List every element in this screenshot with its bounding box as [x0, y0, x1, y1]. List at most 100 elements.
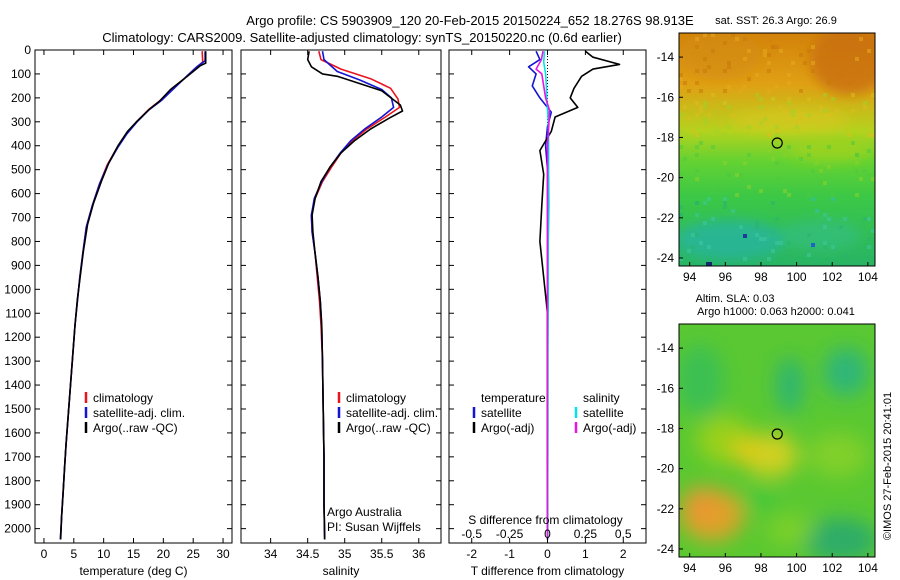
- y-tick-label: 1100: [5, 306, 31, 320]
- y-tick-label: 300: [11, 115, 31, 129]
- sst-pixel: [767, 133, 771, 137]
- sst-pixel: [679, 77, 683, 81]
- sst-pixel: [863, 169, 867, 173]
- x-tick-label-top: -0.25: [496, 527, 524, 541]
- sst-pixel: [723, 201, 727, 205]
- sst-pixel: [767, 257, 771, 261]
- sst-pixel: [823, 213, 827, 217]
- sst-pixel: [855, 153, 859, 157]
- sst-pixel: [771, 97, 775, 101]
- plot-frame: [240, 49, 442, 544]
- sst-pixel: [827, 53, 831, 57]
- sst-pixel: [747, 77, 751, 81]
- sst-pixel: [799, 117, 803, 121]
- sst-pixel: [867, 245, 871, 249]
- sst-pixel: [711, 189, 715, 193]
- sst-pixel: [755, 221, 759, 225]
- sst-pixel: [867, 49, 871, 53]
- series-line-2: [59, 51, 206, 540]
- sst-pixel: [779, 49, 783, 53]
- sst-pixel: [851, 249, 855, 253]
- sst-pixel: [759, 121, 763, 125]
- sst-pixel: [723, 197, 727, 201]
- series-line-4: [535, 51, 551, 540]
- legend-label: Argo(-adj): [583, 421, 636, 435]
- sst-pixel: [863, 101, 867, 105]
- sst-pixel: [691, 245, 695, 249]
- sst-pixel: [699, 133, 703, 137]
- sst-pixel: [851, 141, 855, 145]
- sst-pixel: [711, 93, 715, 97]
- sst-pixel: [855, 161, 859, 165]
- sst-pixel: [687, 249, 691, 253]
- sst-pixel: [755, 73, 759, 77]
- y-tick-label: 1200: [4, 330, 31, 344]
- legend-label: Argo(..raw -QC): [346, 421, 431, 435]
- sst-pixel: [867, 73, 871, 77]
- sst-pixel: [679, 85, 683, 89]
- sst-pixel: [695, 113, 699, 117]
- sst-pixel: [823, 225, 827, 229]
- sst-pixel: [815, 161, 819, 165]
- map-y-tick-label: -22: [657, 502, 675, 516]
- sst-pixel: [867, 217, 871, 221]
- sst-pixel: [871, 93, 875, 97]
- sst-pixel: [723, 161, 727, 165]
- x-tick-label: 34.5: [296, 547, 320, 561]
- sst-pixel: [699, 141, 703, 145]
- legend-label: Argo(-adj): [481, 421, 534, 435]
- sst-pixel: [743, 57, 747, 61]
- sst-pixel: [743, 37, 747, 41]
- sst-pixel: [727, 105, 731, 109]
- sla-map-image: [679, 324, 875, 557]
- sst-pixel: [839, 69, 843, 73]
- sst-pixel: [695, 169, 699, 173]
- header-title-line2: Climatology: CARS2009. Satellite-adjuste…: [102, 30, 622, 45]
- sst-pixel: [827, 165, 831, 169]
- sst-pixel: [763, 237, 767, 241]
- sst-pixel: [855, 169, 859, 173]
- map-x-tick-label: 98: [754, 270, 768, 284]
- y-tick-label: 200: [11, 91, 31, 105]
- sst-pixel: [743, 257, 747, 261]
- sst-pixel: [735, 173, 739, 177]
- sst-pixel: [867, 237, 871, 241]
- sst-pixel: [703, 221, 707, 225]
- map-y-tick-label: -18: [657, 130, 675, 144]
- sst-pixel: [707, 245, 711, 249]
- sst-pixel: [699, 241, 703, 245]
- map-y-tick-label: -16: [657, 90, 675, 104]
- sst-pixel: [731, 209, 735, 213]
- x-tick-label: 30: [216, 547, 230, 561]
- imos-credit: ©IMOS 27-Feb-2015 20:41:01: [882, 392, 894, 540]
- sst-pixel: [783, 189, 787, 193]
- sst-pixel: [703, 117, 707, 121]
- sst-pixel: [819, 105, 823, 109]
- sst-pixel: [839, 73, 843, 77]
- sst-pixel: [695, 177, 699, 181]
- sst-pixel: [767, 61, 771, 65]
- map-y-tick-label: -22: [657, 211, 675, 225]
- map-y-tick-label: -24: [657, 251, 675, 265]
- sst-pixel: [695, 101, 699, 105]
- sst-pixel: [759, 105, 763, 109]
- sst-pixel: [811, 197, 815, 201]
- sst-pixel: [747, 49, 751, 53]
- sst-pixel: [755, 233, 759, 237]
- sst-pixel: [763, 49, 767, 53]
- sst-pixel: [815, 257, 819, 261]
- sst-pixel: [767, 149, 771, 153]
- map-x-tick-label: 100: [787, 561, 807, 575]
- sst-pixel: [851, 93, 855, 97]
- sst-pixel: [711, 49, 715, 53]
- legend-label: satellite: [583, 406, 624, 420]
- sst-pixel: [703, 57, 707, 61]
- sst-pixel: [679, 113, 683, 117]
- sst-pixel: [775, 133, 779, 137]
- sst-pixel: [823, 241, 827, 245]
- y-tick-label: 1300: [4, 354, 31, 368]
- sst-pixel: [871, 141, 875, 145]
- sst-pixel: [775, 45, 779, 49]
- map-x-tick-label: 98: [754, 561, 768, 575]
- sst-pixel: [699, 105, 703, 109]
